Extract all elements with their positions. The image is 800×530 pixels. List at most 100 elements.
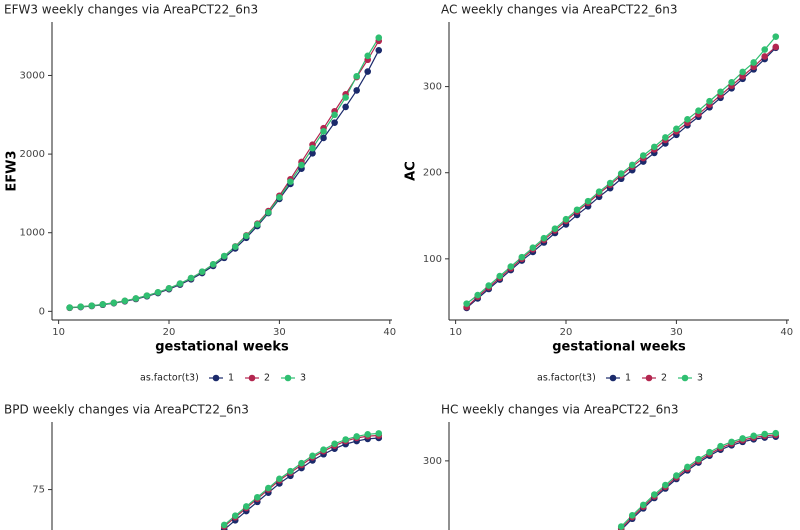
y-tick-label: 0	[39, 306, 45, 317]
legend-label: 1	[228, 373, 234, 384]
data-point	[331, 119, 338, 126]
data-point	[651, 491, 658, 498]
legend-label: 2	[264, 373, 270, 384]
x-tick-label: 40	[383, 327, 396, 338]
data-point	[573, 206, 581, 214]
x-tick-label: 20	[163, 327, 176, 338]
data-point	[706, 448, 713, 456]
data-point	[165, 285, 173, 292]
data-point	[617, 523, 625, 530]
data-point	[507, 263, 515, 270]
data-point	[750, 59, 757, 66]
data-point	[728, 438, 735, 446]
data-point	[242, 232, 250, 240]
x-tick-label: 40	[780, 327, 793, 338]
data-point	[728, 78, 735, 86]
data-point	[695, 107, 702, 115]
data-point	[628, 511, 636, 519]
data-point	[529, 244, 537, 251]
x-tick-label: 10	[52, 327, 65, 338]
data-point	[331, 111, 338, 119]
data-point	[684, 116, 691, 123]
data-point	[474, 291, 482, 299]
data-point	[231, 512, 239, 520]
chart-title: HC weekly changes via AreaPCT22_6n3	[441, 403, 679, 417]
y-tick-label: 1000	[20, 228, 45, 239]
chart-title: AC weekly changes via AreaPCT22_6n3	[441, 3, 678, 17]
data-point	[673, 472, 680, 479]
data-point	[353, 72, 360, 80]
data-point	[706, 97, 713, 105]
data-point	[231, 243, 239, 251]
series-line	[69, 50, 380, 309]
chart-title: BPD weekly changes via AreaPCT22_6n3	[4, 403, 249, 417]
legend-title: as.factor(t3)	[537, 373, 596, 384]
legend-title: as.factor(t3)	[140, 373, 199, 384]
data-point	[77, 303, 85, 311]
data-point	[143, 292, 151, 299]
data-point	[342, 94, 349, 101]
data-point	[198, 268, 206, 276]
data-point	[254, 221, 261, 228]
data-point	[110, 299, 118, 307]
data-point	[209, 261, 217, 268]
data-point	[265, 484, 272, 492]
data-point	[617, 170, 625, 177]
data-point	[496, 272, 504, 280]
data-point	[342, 436, 349, 443]
data-point	[761, 430, 769, 438]
data-point	[132, 295, 140, 302]
legend-label: 3	[697, 373, 703, 384]
y-tick-label: 3000	[20, 70, 45, 81]
y-tick-label: 300	[423, 456, 442, 467]
legend-key-point	[609, 374, 617, 382]
legend-label: 1	[625, 373, 631, 384]
data-point	[88, 302, 96, 309]
data-point	[353, 433, 360, 440]
data-point	[276, 475, 283, 483]
data-point	[584, 197, 592, 205]
data-point	[265, 208, 272, 216]
data-point	[375, 430, 383, 437]
data-point	[364, 68, 372, 75]
series-line	[69, 37, 380, 309]
legend-key-point	[681, 374, 689, 382]
data-point	[298, 459, 305, 467]
data-point	[695, 455, 702, 463]
data-point	[551, 225, 559, 233]
y-axis-label: AC	[404, 161, 419, 181]
legend-key-point	[645, 374, 653, 382]
data-point	[309, 452, 316, 460]
data-point	[772, 43, 780, 51]
chart-title: EFW3 weekly changes via AreaPCT22_6n3	[4, 3, 258, 17]
y-axis-label: EFW3	[5, 150, 20, 191]
data-point	[66, 304, 73, 311]
legend-key-point	[284, 374, 292, 382]
data-point	[761, 53, 769, 60]
data-point	[154, 289, 162, 296]
data-point	[375, 47, 383, 54]
series-line	[69, 40, 380, 309]
x-tick-label: 30	[273, 327, 286, 338]
legend-label: 2	[661, 373, 667, 384]
data-point	[750, 432, 757, 440]
data-point	[684, 463, 691, 471]
data-point	[254, 493, 261, 501]
data-point	[761, 46, 769, 53]
legend-key-point	[212, 374, 220, 382]
data-point	[628, 161, 636, 169]
x-axis-label: gestational weeks	[552, 340, 686, 355]
data-point	[595, 188, 603, 195]
data-point	[320, 127, 327, 135]
legend-label: 3	[300, 373, 306, 384]
data-point	[121, 297, 129, 305]
data-point	[562, 215, 570, 223]
data-point	[651, 143, 658, 151]
data-point	[298, 161, 305, 169]
data-point	[353, 87, 360, 94]
data-point	[220, 521, 228, 529]
y-tick-label: 2000	[20, 149, 45, 160]
data-point	[606, 179, 614, 187]
data-point	[99, 301, 107, 308]
